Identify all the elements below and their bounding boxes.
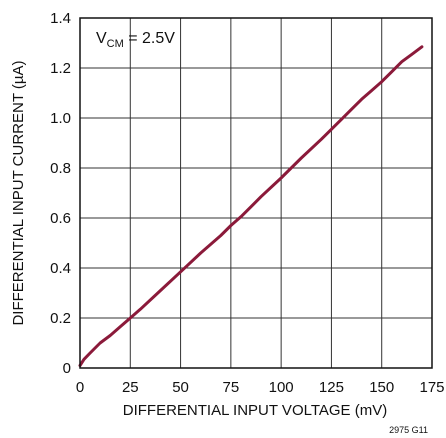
y-tick-label: 0.2 xyxy=(50,310,71,327)
x-tick-label: 125 xyxy=(319,379,344,396)
y-tick-label: 1.0 xyxy=(50,110,71,127)
y-tick-labels: 0 0.2 0.4 0.6 0.8 1.0 1.2 1.4 xyxy=(50,10,71,377)
x-tick-label: 0 xyxy=(76,379,84,396)
x-tick-label: 150 xyxy=(369,379,394,396)
x-axis-title: DIFFERENTIAL INPUT VOLTAGE (mV) xyxy=(123,402,387,419)
vcm-annotation: VCM = 2.5V xyxy=(96,30,175,50)
x-tick-label: 75 xyxy=(223,379,240,396)
figure-id: 2975 G11 xyxy=(389,425,428,435)
x-tick-label: 175 xyxy=(419,379,444,396)
x-tick-labels: 0 25 50 75 100 125 150 175 xyxy=(76,379,445,396)
annotation-subscript: CM xyxy=(107,38,124,50)
x-tick-label: 100 xyxy=(269,379,294,396)
x-tick-label: 50 xyxy=(172,379,189,396)
y-tick-label: 1.2 xyxy=(50,60,71,77)
y-tick-label: 0.8 xyxy=(50,160,71,177)
y-tick-label: 0 xyxy=(63,360,71,377)
plot-frame xyxy=(79,17,433,369)
series-line xyxy=(78,45,424,367)
x-tick-label: 25 xyxy=(122,379,139,396)
annotation-prefix: V xyxy=(96,30,107,47)
y-tick-label: 0.4 xyxy=(50,260,71,277)
y-tick-label: 1.4 xyxy=(50,10,71,27)
series-layer xyxy=(78,45,424,367)
y-axis-title: DIFFERENTIAL INPUT CURRENT (µA) xyxy=(10,60,27,325)
grid xyxy=(80,18,432,368)
y-tick-label: 0.6 xyxy=(50,210,71,227)
annotation-suffix: = 2.5V xyxy=(124,30,175,47)
